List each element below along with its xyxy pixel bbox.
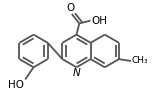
Text: OH: OH: [91, 16, 107, 26]
Text: N: N: [73, 68, 80, 78]
Text: O: O: [67, 3, 75, 13]
Text: HO: HO: [8, 80, 24, 90]
Text: CH₃: CH₃: [132, 57, 149, 65]
